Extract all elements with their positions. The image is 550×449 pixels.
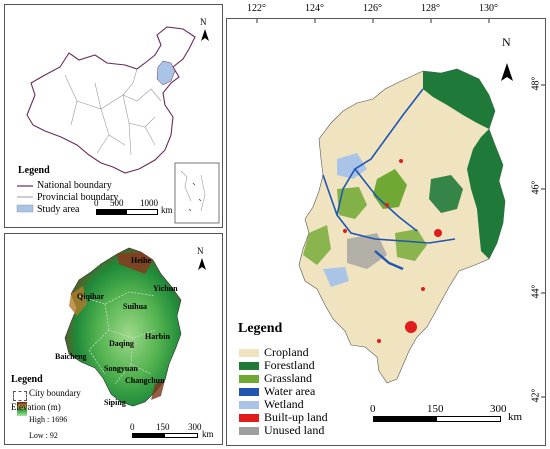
dem-scale-unit: km [202,429,214,439]
provincial-boundaries [64,68,162,156]
landuse-map [256,19,545,398]
builtup-changchun [405,321,417,333]
lon-tick-130: 130° [479,3,498,14]
north-label: N [502,35,511,49]
legend-elevation-low: Low : 92 [29,431,58,440]
lon-tick-122: 122° [247,3,266,14]
lon-tick-128: 128° [421,3,440,14]
swatch-water-area [239,388,259,396]
forest-northeast [423,69,495,129]
china-scale-tick-0: 0 [94,198,99,208]
lat-tick-46: 46° [530,180,542,195]
north-label: N [200,17,207,27]
elevation-map [17,247,206,416]
lat-tick-48: 48° [530,76,542,91]
landuse-scale-tick-0: 0 [370,403,376,415]
south-china-sea-inset [174,162,220,224]
china-scale-tick-1: 500 [110,198,124,208]
north-arrow-icon [198,258,206,270]
forest-east [467,129,505,259]
legend-grassland: Grassland [264,371,312,385]
china-national-boundary [26,26,196,174]
city-harbin: Harbin [145,332,170,341]
city-boundaries [78,291,156,385]
dem-scale-tick-0: 0 [130,422,135,432]
dem-legend-title: Legend [11,374,43,385]
swatch-builtup-land [239,414,259,422]
city-daqing: Daqing [109,339,134,348]
china-scale-bar [96,209,158,215]
dem-scale-tick-1: 150 [156,422,170,432]
swatch-grassland [239,375,259,383]
landuse-panel: 122° 124° 126° 128° 130° 48° 46° 44° 42°… [226,3,546,446]
legend-wetland: Wetland [264,397,304,411]
swatch-wetland [239,401,259,409]
china-legend-symbols [16,185,34,213]
elevation-panel: N Heihe Qiqihar Suihua Yichun Harbin Daq… [4,233,223,445]
china-legend-title: Legend [18,165,50,176]
swatch-forestland [239,362,259,370]
legend-forestland: Forestland [264,358,315,372]
china-overview-panel: N Legend National boundary Provincial bo… [4,4,223,228]
lon-tick-126: 126° [363,3,382,14]
city-suihua: Suihua [123,302,148,311]
dem-scale-tick-2: 300 [188,422,202,432]
china-outline-map [26,26,220,224]
legend-water-area: Water area [264,384,316,398]
legend-elevation-title: Elevation (m) [11,402,61,412]
landuse-scale-tick-1: 150 [427,403,444,415]
landuse-scale-tick-2: 300 [490,403,507,415]
lat-tick-42: 42° [530,388,542,403]
city-siping: Siping [104,398,126,407]
north-arrow-icon [201,29,209,41]
swatch-cropland [239,349,259,357]
city-baicheng: Baicheng [55,352,87,361]
lat-tick-44: 44° [530,284,542,299]
landuse-scale-unit: km [508,411,523,423]
legend-elevation-high: High : 1696 [29,415,68,424]
river-network [322,88,456,244]
dem-scale-bar [132,433,198,438]
study-area-highlight [156,60,176,86]
north-label: N [197,246,204,256]
city-songyuan: Songyuan [104,364,138,373]
builtup-harbin [434,229,442,237]
city-changchun: Changchun [125,376,165,385]
china-scale-unit: km [161,205,173,215]
legend-study-area: Study area [37,204,80,215]
city-qiqihar: Qiqihar [77,292,105,301]
legend-unused-land: Unused land [264,423,325,437]
city-heihe: Heihe [131,256,151,265]
china-scale-tick-2: 1000 [140,198,158,208]
legend-cropland: Cropland [264,345,309,359]
legend-national-boundary: National boundary [37,180,112,191]
legend-provincial-boundary: Provincial boundary [37,192,119,203]
city-yichun: Yichun [153,284,178,293]
swatch-unused-land [239,427,259,435]
landuse-legend-title: Legend [238,321,283,336]
legend-builtup-land: Built-up land [264,410,328,424]
city-boundary-symbol [13,391,27,401]
north-arrow-icon [501,63,513,81]
lon-tick-124: 124° [305,3,324,14]
landuse-scale-bar [373,416,501,422]
legend-city-boundary: City boundary [29,388,81,398]
